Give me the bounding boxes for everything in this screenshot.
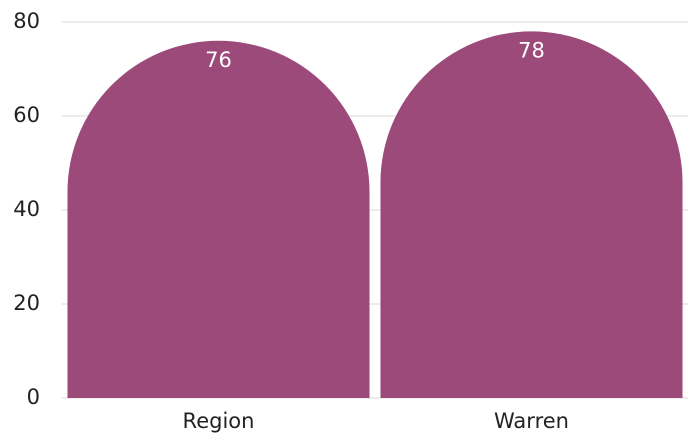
x-tick-label: Region [183, 409, 255, 433]
y-tick-label: 80 [13, 9, 40, 33]
y-tick-label: 40 [13, 197, 40, 221]
y-tick-label: 60 [13, 103, 40, 127]
value-label: 76 [205, 48, 232, 72]
bar [67, 40, 370, 399]
x-tick-label: Warren [494, 409, 569, 433]
y-tick-label: 20 [13, 291, 40, 315]
y-tick-label: 0 [27, 385, 40, 409]
value-label: 78 [518, 38, 545, 62]
bar [380, 31, 683, 399]
